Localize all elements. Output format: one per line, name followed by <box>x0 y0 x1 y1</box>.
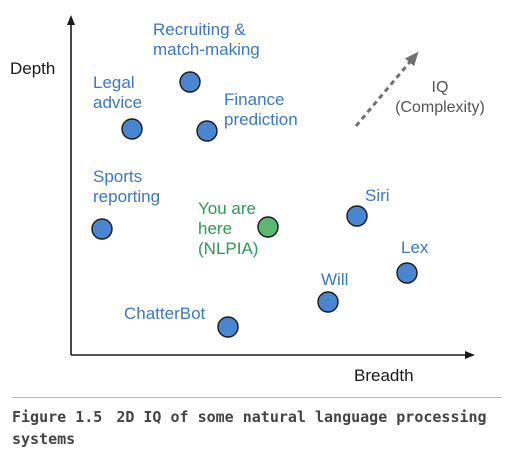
label-sports-reporting: Sports reporting <box>93 167 161 206</box>
y-axis-label: Depth <box>10 59 56 78</box>
caption-text: 2D IQ of some natural language processin… <box>12 408 487 448</box>
node-lex <box>396 262 418 284</box>
label-finance-prediction: Finance prediction <box>224 90 298 129</box>
x-axis-label: Breadth <box>354 366 414 385</box>
caption-divider <box>12 397 502 398</box>
node-recruiting <box>179 71 201 93</box>
iq-diagram: Depth Breadth IQ (Complexity) Recruiting… <box>10 15 485 385</box>
label-will: Will <box>321 270 349 289</box>
figure-caption: Figure 1.5 2D IQ of some natural language… <box>12 406 502 450</box>
label-lex: Lex <box>401 238 429 257</box>
label-chatterbot: ChatterBot <box>124 304 206 323</box>
iq-arrow-label: IQ (Complexity) <box>395 79 485 116</box>
node-chatterbot <box>217 316 239 338</box>
label-you-are-here: You are here (NLPIA) <box>198 199 259 258</box>
label-legal-advice: Legal advice <box>93 73 143 112</box>
node-sports <box>91 218 113 240</box>
node-nlpia <box>257 216 279 238</box>
label-recruiting: Recruiting & match-making <box>153 20 260 59</box>
node-will <box>317 291 339 313</box>
node-legal <box>121 118 143 140</box>
label-siri: Siri <box>365 186 390 205</box>
caption-number: Figure 1.5 <box>12 408 103 426</box>
node-finance <box>196 120 218 142</box>
diagram-canvas <box>67 15 475 359</box>
node-siri <box>346 205 368 227</box>
iq-arrow <box>354 51 419 127</box>
